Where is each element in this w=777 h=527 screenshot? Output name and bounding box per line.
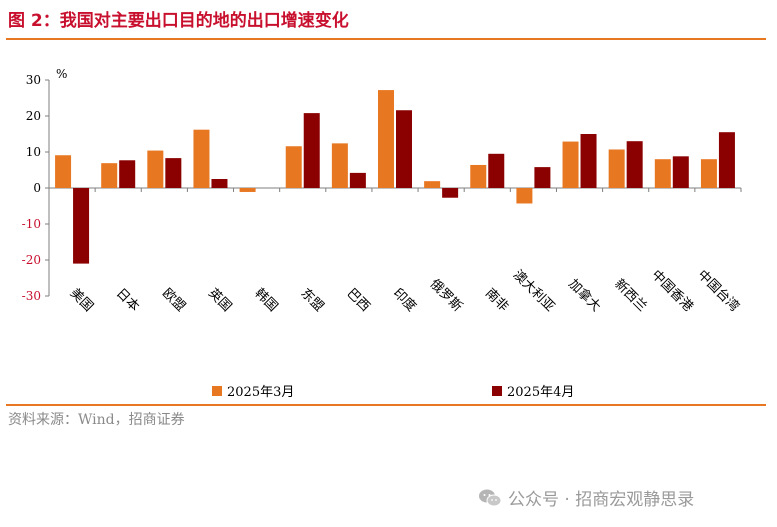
source-divider (6, 404, 766, 406)
bar-1 (239, 188, 256, 192)
y-tick-label: -10 (22, 217, 41, 231)
watermark: 公众号 · 招商宏观静思录 (478, 485, 694, 510)
x-category-label: 东盟 (298, 286, 327, 315)
x-category-label: 英国 (205, 286, 234, 315)
bar-1 (470, 164, 487, 188)
bar-2 (626, 141, 643, 188)
x-category-label: 美国 (67, 286, 96, 315)
bar-1 (331, 143, 348, 188)
bar-1 (193, 129, 210, 188)
bar-1 (654, 159, 671, 188)
bar-2 (349, 172, 366, 188)
bar-1 (608, 149, 625, 188)
bar-2 (672, 156, 689, 188)
bar-2 (442, 188, 459, 198)
y-tick-label: 20 (26, 109, 41, 123)
bar-2 (211, 179, 228, 188)
bar-2 (303, 113, 320, 188)
legend-item-series2: 2025年4月 (492, 381, 574, 400)
legend-swatch-series2 (492, 385, 502, 396)
legend: 2025年3月 2025年4月 (0, 381, 777, 400)
y-tick-label: -20 (22, 253, 41, 267)
x-category-label: 加拿大 (565, 276, 604, 315)
x-category-label: 中国香港 (648, 267, 695, 314)
x-category-label: 印度 (390, 285, 420, 315)
title-divider (6, 38, 766, 40)
source-note: 资料来源：Wind，招商证券 (8, 412, 185, 428)
bar-2 (119, 160, 136, 188)
x-category-label: 日本 (113, 286, 142, 315)
y-tick-label: 30 (26, 73, 41, 87)
bar-1 (516, 188, 533, 204)
bar-1 (147, 150, 164, 188)
bar-1 (55, 155, 72, 188)
bar-2 (718, 132, 735, 188)
bar-1 (285, 146, 302, 188)
x-category-label: 俄罗斯 (427, 277, 465, 315)
legend-label-series1: 2025年3月 (227, 385, 295, 400)
wechat-icon (479, 489, 502, 506)
x-category-label: 中国台湾 (694, 267, 742, 315)
y-unit-label: % (56, 67, 67, 81)
x-category-label: 新西兰 (611, 276, 650, 315)
watermark-text: 公众号 · 招商宏观静思录 (508, 490, 695, 510)
bar-2 (580, 134, 597, 188)
bar-2 (534, 167, 551, 188)
legend-item-series1: 2025年3月 (212, 381, 294, 400)
bar-2 (165, 158, 182, 188)
legend-label-series2: 2025年4月 (507, 385, 575, 400)
bar-1 (424, 181, 441, 188)
bar-2 (396, 110, 412, 188)
x-category-label: 南非 (482, 285, 512, 315)
legend-swatch-series1 (212, 385, 222, 396)
bar-2 (73, 188, 90, 264)
bar-1 (562, 141, 579, 188)
bar-1 (378, 90, 394, 188)
bar-1 (700, 159, 717, 188)
bar-chart: 30 20 10 0 -10 -20 -30% 美国 日本 欧盟 英国 韩国 东盟 巴西 印度 俄罗斯 南非澳大… (22, 67, 743, 315)
y-tick-label: 10 (26, 145, 41, 159)
y-tick-label: 0 (33, 181, 41, 195)
x-category-label: 巴西 (344, 286, 373, 315)
x-category-label: 欧盟 (159, 286, 188, 315)
x-category-label: 澳大利亚 (510, 267, 558, 315)
bar-2 (488, 153, 505, 188)
chart-title: 图 2：我国对主要出口目的地的出口增速变化 (8, 11, 349, 31)
x-category-label: 韩国 (251, 286, 280, 315)
y-tick-label: -30 (22, 289, 41, 303)
bar-1 (101, 163, 118, 188)
